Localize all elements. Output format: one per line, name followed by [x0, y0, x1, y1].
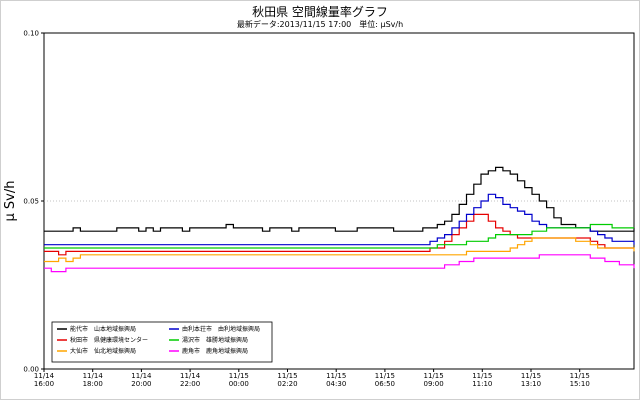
- y-tick-label: 0.00: [23, 366, 39, 374]
- legend: [51, 321, 273, 363]
- x-tick-date: 11/14: [180, 372, 201, 380]
- x-tick-time: 06:50: [375, 380, 395, 388]
- y-tick-label: 0.10: [23, 30, 39, 38]
- x-tick-date: 11/15: [424, 372, 444, 380]
- y-axis-label: μ Sv/h: [3, 181, 18, 222]
- series-line-3: [44, 237, 635, 263]
- x-tick-time: 04:30: [326, 380, 346, 388]
- x-tick-time: 11:10: [472, 380, 492, 388]
- x-tick-time: 00:00: [229, 380, 249, 388]
- x-tick-time: 15:10: [570, 380, 590, 388]
- x-tick-date: 11/15: [521, 372, 541, 380]
- x-tick-date: 11/15: [277, 372, 297, 380]
- x-tick-date: 11/15: [326, 372, 346, 380]
- x-tick-time: 16:00: [34, 380, 54, 388]
- legend-label: 鹿角市 鹿角地域振興局: [182, 347, 248, 355]
- x-tick-time: 02:20: [277, 380, 297, 388]
- x-tick-date: 11/15: [375, 372, 395, 380]
- series-line-6: [44, 254, 635, 273]
- legend-label: 大仙市 仙北地域振興局: [70, 347, 136, 355]
- x-tick-date: 11/15: [229, 372, 249, 380]
- x-tick-date: 11/14: [34, 372, 55, 380]
- legend-label: 由利本荘市 由利地域振興局: [182, 325, 260, 333]
- x-tick-time: 20:00: [131, 380, 151, 388]
- chart-subtitle: 最新データ:2013/11/15 17:00 単位: μSv/h: [236, 20, 404, 29]
- chart-title: 秋田県 空間線量率グラフ: [252, 5, 388, 19]
- legend-label: 湯沢市 雄勝地域振興局: [182, 336, 248, 344]
- x-tick-time: 22:00: [180, 380, 200, 388]
- x-tick-time: 09:00: [424, 380, 444, 388]
- legend-label: 能代市 山本地域振興局: [70, 325, 136, 333]
- legend-label: 秋田市 県健康環境センター: [70, 336, 148, 344]
- series-line-5: [44, 223, 634, 249]
- x-tick-date: 11/15: [570, 372, 590, 380]
- x-tick-time: 13:10: [521, 380, 541, 388]
- x-tick-date: 11/15: [472, 372, 492, 380]
- y-tick-label: 0.05: [23, 198, 39, 206]
- x-tick-date: 11/14: [131, 372, 152, 380]
- x-tick-time: 18:00: [83, 380, 103, 388]
- x-tick-date: 11/14: [83, 372, 104, 380]
- series-line-1: [44, 166, 635, 232]
